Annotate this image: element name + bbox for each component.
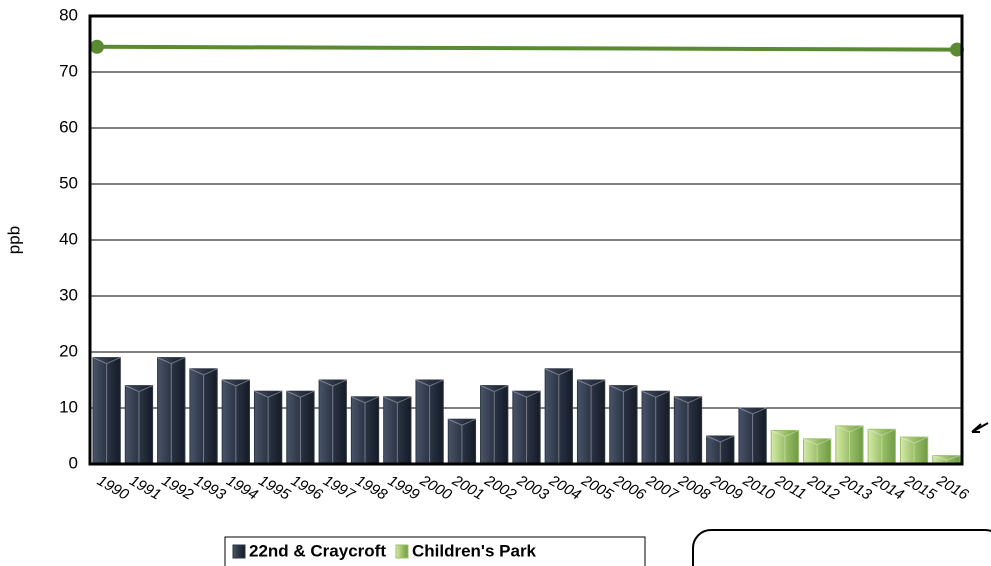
bar-bevel (706, 435, 735, 464)
x-tick-label: 1999 (385, 472, 423, 504)
bar (124, 385, 154, 465)
x-tick-label: 1995 (256, 472, 294, 504)
y-tick-label: 50 (59, 173, 78, 192)
bar-bevel (415, 379, 444, 464)
bar-bevel (125, 385, 153, 464)
bar-bevel (286, 390, 315, 464)
y-tick-label: 30 (59, 285, 78, 304)
bar (92, 357, 121, 465)
bar (770, 429, 800, 465)
bar-bevel (157, 357, 186, 464)
x-tick-label: 2004 (545, 472, 583, 504)
x-tick-label: 1998 (353, 472, 391, 504)
bar-bevel (189, 368, 218, 464)
x-tick-label: 1991 (126, 472, 163, 503)
bar-bevel (383, 396, 412, 464)
bar (383, 396, 412, 465)
x-tick-label: 2007 (642, 472, 681, 504)
bar-bevel (318, 379, 347, 464)
y-tick-label: 80 (59, 5, 78, 24)
x-tick-label: 1993 (191, 472, 229, 504)
x-tick-label: 2002 (481, 472, 520, 504)
bar (512, 390, 541, 465)
bar (221, 379, 250, 465)
y-tick-label: 10 (59, 397, 78, 416)
y-tick-label: 0 (69, 453, 78, 472)
legend-swatch (232, 544, 246, 559)
bar-bevel (254, 390, 282, 464)
y-tick-label: 60 (59, 117, 78, 136)
legend-label: 22nd & Craycroft (249, 541, 386, 560)
x-tick-label: 2001 (449, 472, 487, 504)
legend-swatch (395, 544, 409, 559)
bar-bevel (867, 428, 896, 464)
bar (189, 368, 218, 465)
x-tick-label: 2006 (610, 472, 649, 504)
bar (447, 418, 477, 465)
bar-bevel (803, 438, 832, 464)
bar (350, 396, 380, 465)
bar-bevel (609, 385, 638, 464)
bar (544, 368, 573, 465)
bar (480, 385, 509, 465)
x-tick-label: 1990 (94, 472, 132, 504)
bar-bevel (674, 396, 702, 464)
arrow (971, 422, 989, 433)
bar-bevel (544, 368, 573, 464)
bar-bevel (351, 396, 379, 464)
y-axis-label: ppb (4, 226, 23, 254)
x-tick-label: 2015 (901, 472, 940, 504)
bar-bevel (771, 429, 799, 464)
bar (286, 390, 315, 465)
bar (738, 407, 767, 465)
reference-line (96, 44, 958, 52)
x-tick-label: 2012 (804, 472, 843, 504)
bar-bevel (835, 425, 864, 464)
x-tick-label: 2003 (513, 472, 552, 504)
y-tick-label: 40 (59, 229, 78, 248)
note-box (692, 529, 991, 566)
bar (318, 379, 347, 465)
x-tick-label: 2000 (416, 472, 455, 504)
bar (253, 390, 283, 465)
bar-bevel (92, 357, 121, 464)
x-tick-label: 1996 (288, 472, 326, 504)
bar-bevel (900, 436, 928, 464)
x-tick-label: 1994 (223, 472, 260, 503)
legend (224, 536, 646, 566)
bar-bevel (738, 407, 767, 464)
reference-point (90, 39, 104, 54)
y-tick-label: 70 (59, 61, 78, 80)
bar-bevel (480, 385, 509, 464)
legend-label: Children's Park (412, 541, 537, 560)
bar (641, 390, 670, 465)
plot-border (88, 14, 964, 466)
bar (157, 357, 186, 465)
x-tick-label: 2013 (836, 472, 875, 504)
bar (576, 379, 606, 465)
x-tick-label: 2011 (772, 472, 809, 503)
x-tick-label: 1992 (159, 472, 197, 504)
x-tick-label: 2014 (868, 472, 906, 504)
bar (415, 379, 444, 465)
bar (609, 385, 638, 465)
x-tick-label: 2008 (675, 472, 714, 504)
bar (673, 396, 703, 465)
bar-bevel (221, 379, 250, 464)
bar-bevel (512, 390, 541, 464)
bar-bevel (641, 390, 670, 464)
x-tick-label: 2010 (739, 472, 778, 504)
x-tick-label: 2009 (707, 472, 746, 504)
x-tick-label: 2016 (933, 472, 972, 504)
bar-bevel (448, 418, 476, 464)
bar-bevel (577, 379, 605, 464)
bar (835, 425, 864, 465)
x-tick-label: 2005 (578, 472, 617, 504)
x-tick-label: 1997 (320, 472, 358, 504)
y-tick-label: 20 (59, 341, 78, 360)
